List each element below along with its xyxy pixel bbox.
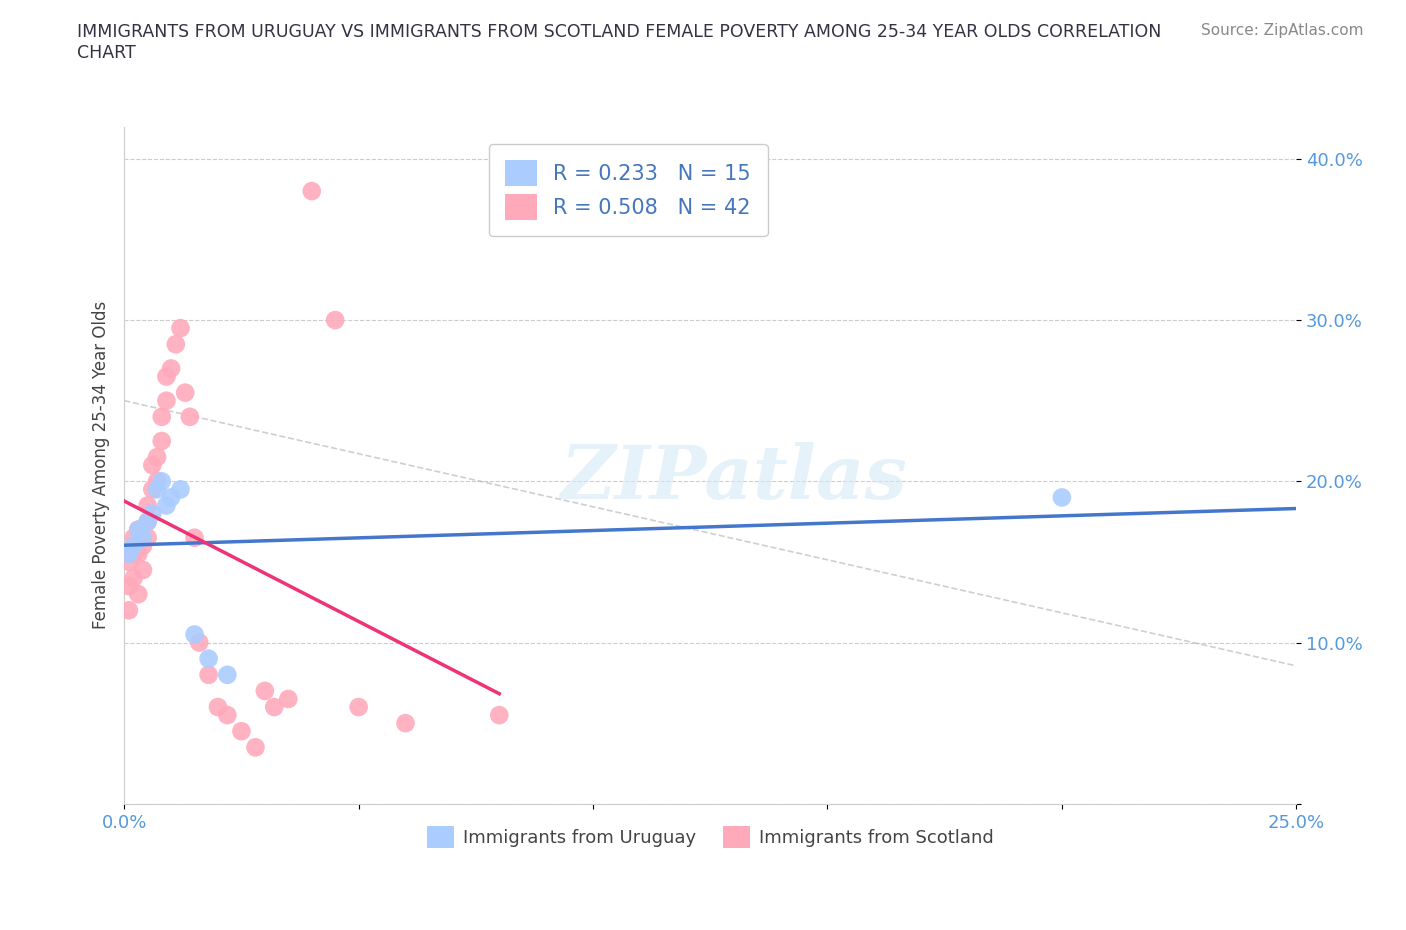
Text: ZIPatlas: ZIPatlas [560, 443, 907, 515]
Point [146, 474, 169, 489]
Point [146, 450, 169, 465]
Point [127, 523, 149, 538]
Point [127, 587, 149, 602]
Point [141, 482, 163, 497]
Point [231, 724, 253, 738]
Point [132, 563, 155, 578]
Point [301, 183, 323, 198]
Point [207, 699, 229, 714]
Point [136, 514, 159, 529]
Point [160, 490, 183, 505]
Point [118, 554, 141, 569]
Point [217, 668, 239, 683]
Point [150, 433, 173, 448]
Point [169, 482, 191, 497]
Point [155, 393, 177, 408]
Point [263, 699, 285, 714]
Point [141, 506, 163, 521]
Point [188, 635, 211, 650]
Legend: Immigrants from Uruguay, Immigrants from Scotland: Immigrants from Uruguay, Immigrants from… [419, 819, 1001, 856]
Text: Source: ZipAtlas.com: Source: ZipAtlas.com [1201, 23, 1364, 38]
Point [118, 578, 141, 593]
Point [122, 571, 145, 586]
Point [179, 409, 201, 424]
Point [197, 651, 219, 666]
Point [155, 369, 177, 384]
Point [146, 482, 169, 497]
Point [122, 538, 145, 553]
Point [174, 385, 197, 400]
Text: IMMIGRANTS FROM URUGUAY VS IMMIGRANTS FROM SCOTLAND FEMALE POVERTY AMONG 25-34 Y: IMMIGRANTS FROM URUGUAY VS IMMIGRANTS FR… [77, 23, 1161, 62]
Point [277, 692, 299, 707]
Point [1050, 490, 1073, 505]
Point [155, 498, 177, 513]
Point [488, 708, 510, 723]
Point [132, 530, 155, 545]
Point [197, 668, 219, 683]
Point [122, 530, 145, 545]
Point [122, 547, 145, 562]
Point [132, 538, 155, 553]
Point [127, 523, 149, 538]
Point [183, 627, 205, 642]
Point [245, 740, 267, 755]
Point [127, 547, 149, 562]
Point [150, 409, 173, 424]
Y-axis label: Female Poverty Among 25-34 Year Olds: Female Poverty Among 25-34 Year Olds [93, 301, 110, 630]
Point [217, 708, 239, 723]
Point [136, 514, 159, 529]
Point [160, 361, 183, 376]
Point [323, 312, 346, 327]
Point [347, 699, 370, 714]
Point [118, 547, 141, 562]
Point [165, 337, 187, 352]
Point [141, 458, 163, 472]
Point [183, 530, 205, 545]
Point [150, 474, 173, 489]
Point [118, 603, 141, 618]
Point [136, 530, 159, 545]
Point [394, 716, 416, 731]
Point [136, 498, 159, 513]
Point [253, 684, 276, 698]
Point [169, 321, 191, 336]
